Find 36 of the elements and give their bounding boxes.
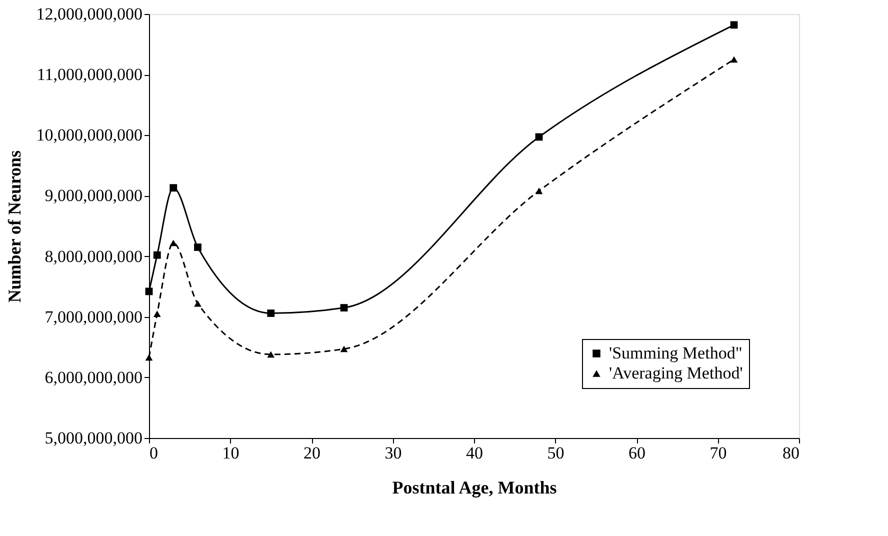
point [194, 300, 202, 307]
point [153, 310, 161, 318]
x-tick-label: 50 [547, 444, 564, 462]
y-tick-label: 12,000,000,000 [36, 4, 142, 24]
point [730, 56, 738, 63]
y-tick-label: 7,000,000,000 [44, 307, 142, 326]
x-tick-label: 80 [782, 444, 800, 462]
y-axis-title: Number of Neurons [4, 150, 24, 303]
point [340, 346, 348, 352]
point [153, 251, 161, 259]
point [145, 354, 153, 361]
x-tick-label: 0 [150, 444, 158, 462]
x-axis-title: Postntal Age, Months [392, 478, 557, 498]
y-tick-label: 10,000,000,000 [36, 126, 142, 145]
y-tick-label: 8,000,000,000 [44, 246, 142, 266]
x-tick-label: 70 [710, 444, 727, 462]
point [535, 188, 543, 194]
legend-label: 'Summing Method" [609, 344, 742, 362]
point [194, 243, 202, 251]
y-tick-label: 9,000,000,000 [44, 186, 142, 206]
y-tick-label: 11,000,000,000 [36, 65, 142, 84]
point [267, 310, 275, 317]
legend-label: 'Averaging Method' [609, 364, 743, 382]
x-tick-label: 10 [222, 444, 240, 462]
point [267, 351, 275, 358]
point [170, 240, 178, 246]
point [145, 288, 153, 296]
y-tick-label: 6,000,000,000 [44, 368, 142, 387]
x-tick-label: 40 [466, 444, 483, 462]
y-tick-label: 5,000,000,000 [44, 428, 142, 448]
x-tick-label: 30 [384, 444, 402, 462]
point [170, 184, 178, 192]
x-tick-label: 60 [628, 444, 646, 462]
point [340, 304, 348, 312]
x-tick-label: 20 [304, 444, 320, 462]
point [730, 21, 738, 29]
